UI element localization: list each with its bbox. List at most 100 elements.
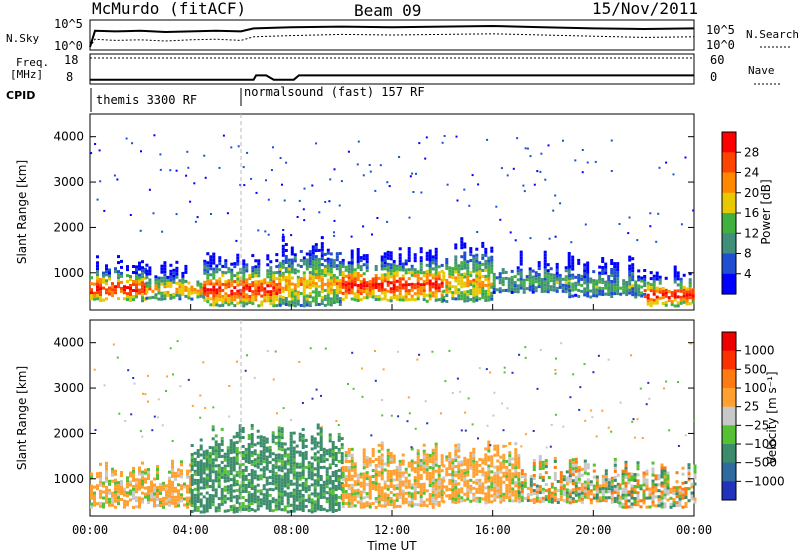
heatmap-cell: [299, 259, 303, 262]
heatmap-cell: [325, 452, 329, 456]
heatmap-cell: [583, 290, 587, 294]
heatmap-cell: [353, 480, 357, 484]
heatmap-cell: [160, 294, 164, 298]
heatmap-cell: [633, 503, 637, 506]
heatmap-cell: [114, 484, 117, 488]
heatmap-cell: [190, 285, 194, 289]
heatmap-cell: [428, 249, 432, 253]
heatmap-cell: [269, 299, 273, 303]
heatmap-cell: [639, 505, 643, 509]
heatmap-cell: [451, 494, 455, 498]
heatmap-speckle: [315, 388, 318, 391]
heatmap-cell: [295, 507, 299, 511]
heatmap-cell: [362, 287, 366, 291]
heatmap-cell: [407, 491, 411, 495]
heatmap-cell: [592, 469, 596, 473]
heatmap-cell: [271, 467, 275, 471]
heatmap-cell: [383, 255, 387, 259]
heatmap-cell: [310, 456, 314, 460]
heatmap-cell: [214, 455, 218, 459]
heatmap-cell: [111, 494, 114, 498]
heatmap-cell: [368, 481, 372, 485]
heatmap-cell: [362, 263, 366, 267]
heatmap-cell: [341, 496, 345, 499]
heatmap-cell: [601, 474, 605, 478]
heatmap-cell: [337, 486, 341, 490]
heatmap-speckle: [320, 425, 323, 428]
heatmap-cell: [196, 473, 200, 476]
heatmap-speckle: [171, 440, 174, 442]
heatmap-cell: [535, 484, 539, 488]
heatmap-cell: [253, 464, 257, 468]
heatmap-cell: [150, 492, 153, 496]
heatmap-cell: [310, 462, 314, 466]
heatmap-cell: [250, 433, 254, 436]
heatmap-cell: [277, 489, 281, 493]
heatmap-cell: [392, 484, 396, 488]
heatmap-cell: [419, 271, 423, 275]
heatmap-cell: [440, 484, 444, 488]
heatmap-cell: [235, 473, 239, 477]
heatmap-cell: [328, 433, 332, 437]
heatmap-cell: [320, 290, 324, 294]
heatmap-cell: [691, 300, 695, 304]
heatmap-speckle: [265, 179, 267, 182]
heatmap-cell: [365, 293, 369, 297]
heatmap-cell: [428, 499, 432, 502]
heatmap-cell: [362, 487, 366, 491]
heatmap-cell: [463, 477, 467, 481]
heatmap-cell: [410, 498, 414, 502]
heatmap-cell: [437, 283, 441, 287]
heatmap-cell: [526, 493, 530, 496]
freq-left-tick-top: 18: [64, 53, 78, 67]
heatmap-cell: [350, 261, 354, 265]
heatmap-cell: [493, 495, 497, 499]
heatmap-cell: [416, 473, 420, 477]
heatmap-speckle: [524, 346, 527, 349]
heatmap-speckle: [511, 371, 514, 374]
heatmap-cell: [514, 493, 518, 497]
heatmap-cell: [607, 290, 611, 293]
heatmap-cell: [172, 271, 176, 275]
heatmap-cell: [532, 498, 536, 501]
heatmap-cell: [428, 273, 432, 277]
heatmap-cell: [428, 493, 432, 496]
heatmap-cell: [250, 463, 254, 466]
heatmap-cell: [490, 270, 494, 274]
heatmap-speckle: [361, 367, 364, 370]
heatmap-cell: [401, 286, 405, 290]
heatmap-cell: [389, 251, 393, 255]
heatmap-cell: [651, 470, 655, 474]
heatmap-cell: [344, 478, 348, 481]
heatmap-cell: [610, 494, 614, 498]
heatmap-cell: [457, 443, 461, 447]
heatmap-cell: [262, 475, 266, 479]
heatmap-cell: [422, 298, 426, 302]
heatmap-cell: [434, 484, 438, 488]
heatmap-cell: [199, 447, 203, 451]
heatmap-cell: [280, 445, 284, 449]
heatmap-cell: [498, 278, 502, 282]
heatmap-cell: [457, 500, 461, 504]
heatmap-cell: [223, 467, 227, 471]
frequency-series: [90, 74, 694, 81]
heatmap-cell: [601, 480, 605, 484]
heatmap-speckle: [665, 161, 668, 164]
heatmap-cell: [398, 247, 402, 251]
heatmap-cell: [203, 271, 207, 275]
heatmap-cell: [475, 478, 479, 482]
heatmap-cell: [422, 449, 426, 453]
heatmap-cell: [419, 474, 423, 477]
heatmap-cell: [374, 268, 378, 271]
heatmap-cell: [274, 435, 278, 439]
heatmap-cell: [205, 461, 209, 465]
heatmap-cell: [157, 276, 161, 280]
heatmap-cell: [326, 269, 330, 273]
heatmap-cell: [166, 290, 170, 294]
heatmap-cell: [280, 427, 284, 431]
heatmap-speckle: [630, 354, 632, 357]
heatmap-cell: [451, 291, 455, 295]
heatmap-cell: [208, 485, 212, 488]
heatmap-cell: [320, 263, 324, 267]
heatmap-cell: [214, 446, 218, 450]
